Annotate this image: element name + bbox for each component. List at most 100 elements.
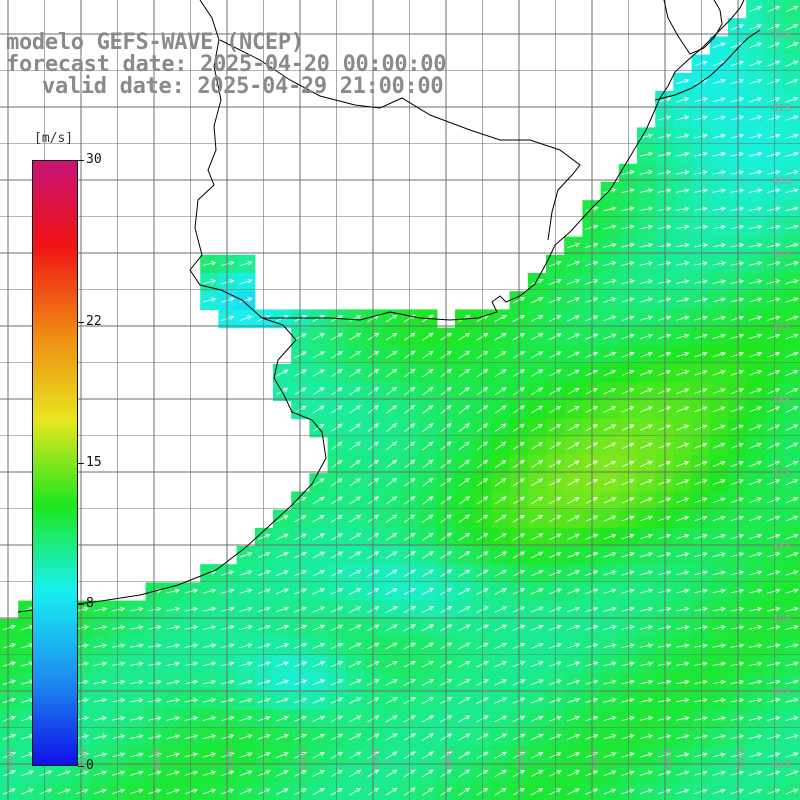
wind-arrow xyxy=(275,715,290,722)
wind-arrow xyxy=(93,661,108,667)
wind-arrow xyxy=(676,188,690,193)
wind-arrow xyxy=(639,643,654,648)
wind-arrow xyxy=(785,442,799,449)
wind-arrow xyxy=(349,551,362,559)
wind-arrow xyxy=(202,606,217,612)
wind-arrow xyxy=(421,551,434,559)
wind-arrow xyxy=(312,351,326,359)
wind-arrow xyxy=(657,333,672,339)
wind-arrow xyxy=(621,370,635,376)
wind-arrow xyxy=(130,606,144,612)
wind-speed-cell xyxy=(309,345,329,365)
wind-arrow xyxy=(748,770,763,776)
wind-arrow xyxy=(603,388,617,395)
wind-arrow xyxy=(93,625,108,630)
wind-arrow xyxy=(712,442,726,449)
wind-arrow xyxy=(422,350,434,359)
wind-arrow xyxy=(639,442,653,449)
wind-speed-cell xyxy=(418,600,438,620)
wind-arrow xyxy=(712,151,727,157)
wind-arrow xyxy=(385,441,398,451)
wind-speed-cell xyxy=(564,364,583,383)
wind-arrow xyxy=(202,679,217,685)
wind-speed-cell xyxy=(327,728,347,747)
wind-arrow xyxy=(748,151,763,157)
wind-arrow xyxy=(494,733,508,741)
wind-arrow xyxy=(767,261,781,266)
wind-arrow xyxy=(312,606,326,613)
longitude-label: 59W xyxy=(371,747,382,770)
wind-arrow xyxy=(184,661,199,667)
wind-speed-cell xyxy=(564,436,583,456)
wind-arrow xyxy=(657,697,672,703)
wind-arrow xyxy=(531,441,544,450)
wind-arrow xyxy=(785,679,799,685)
wind-arrow xyxy=(767,78,781,85)
wind-speed-cell xyxy=(345,436,365,456)
wind-speed-cell xyxy=(291,327,310,347)
wind-speed-cell xyxy=(345,527,365,547)
wind-arrow xyxy=(676,588,690,594)
wind-arrow xyxy=(385,423,398,433)
wind-arrow xyxy=(730,734,745,739)
wind-speed-cell xyxy=(327,400,347,420)
wind-arrow xyxy=(458,733,471,741)
wind-arrow xyxy=(111,661,126,667)
wind-arrow xyxy=(748,333,763,339)
wind-arrow xyxy=(603,315,617,321)
wind-arrow xyxy=(494,314,508,322)
wind-arrow xyxy=(93,697,108,703)
wind-arrow xyxy=(312,661,326,668)
wind-arrow xyxy=(785,734,799,740)
wind-arrow xyxy=(621,206,636,212)
wind-speed-cell xyxy=(418,582,438,602)
wind-arrow xyxy=(93,734,108,739)
wind-arrow xyxy=(621,770,635,776)
wind-arrow xyxy=(785,533,799,540)
wind-arrow xyxy=(639,261,654,266)
wind-arrow xyxy=(730,97,745,103)
wind-speed-cell xyxy=(382,691,401,711)
wind-arrow xyxy=(712,697,727,703)
wind-arrow xyxy=(712,515,726,522)
wind-arrow xyxy=(531,496,544,505)
wind-speed-cell xyxy=(345,345,365,365)
wind-arrow xyxy=(748,242,763,248)
wind-arrow xyxy=(57,788,71,795)
wind-speed-cell xyxy=(418,764,438,784)
wind-arrow xyxy=(312,733,326,741)
wind-arrow xyxy=(385,569,398,577)
wind-arrow xyxy=(530,661,544,667)
wind-speed-cell xyxy=(327,546,347,565)
wind-arrow xyxy=(385,332,398,341)
wind-arrow xyxy=(748,170,763,175)
wind-arrow xyxy=(694,515,708,522)
wind-arrow xyxy=(257,679,271,685)
wind-arrow xyxy=(385,787,398,796)
wind-arrow xyxy=(275,679,290,685)
latitude-label: 38S xyxy=(772,541,791,552)
wind-arrow xyxy=(548,297,562,304)
wind-arrow xyxy=(2,679,17,685)
wind-arrow xyxy=(749,24,763,31)
wind-arrow xyxy=(567,752,581,759)
wind-arrow xyxy=(621,515,635,522)
longitude-label: 62W xyxy=(152,747,163,770)
wind-arrow xyxy=(166,697,181,703)
wind-arrow xyxy=(694,224,709,230)
wind-arrow xyxy=(767,625,781,630)
wind-arrow xyxy=(349,751,362,759)
wind-speed-cell xyxy=(455,400,474,420)
longitude-label: 61W xyxy=(225,747,236,770)
wind-arrow xyxy=(549,770,562,777)
wind-arrow xyxy=(676,497,690,504)
wind-arrow xyxy=(621,224,636,230)
wind-arrow xyxy=(566,643,581,649)
wind-arrow xyxy=(531,478,544,487)
wind-arrow xyxy=(549,460,562,468)
wind-speed-cell xyxy=(309,327,329,347)
wind-arrow xyxy=(111,734,126,739)
wind-arrow xyxy=(494,496,507,505)
wind-arrow xyxy=(748,261,763,266)
wind-arrow xyxy=(422,332,434,341)
